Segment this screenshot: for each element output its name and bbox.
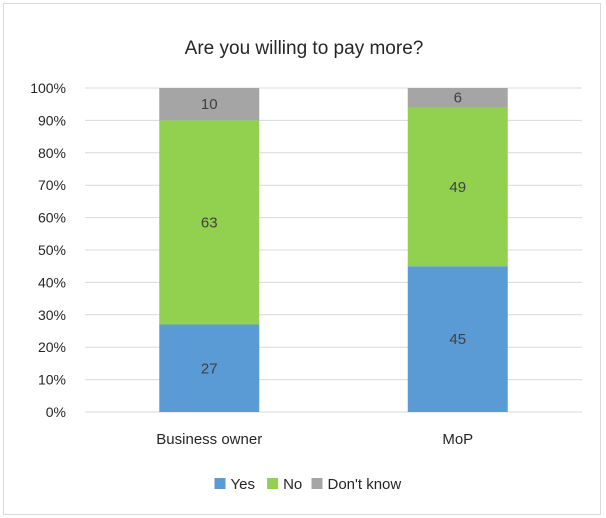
legend-item: Don't know [311, 476, 402, 493]
legend-label: Don't know [328, 476, 402, 493]
legend-item: Yes [214, 476, 255, 493]
chart-title: Are you willing to pay more? [185, 38, 424, 59]
bars [159, 88, 508, 412]
y-tick-label: 90% [38, 112, 66, 128]
legend: Yes No Don't know [214, 476, 402, 493]
data-label: 45 [449, 331, 466, 348]
legend-swatch [267, 478, 279, 489]
y-tick-label: 40% [38, 274, 66, 290]
legend-swatch [311, 478, 323, 489]
legend-label: No [283, 476, 302, 493]
bar-segment-yes [407, 266, 508, 412]
legend-item: No [267, 476, 302, 493]
data-label: 49 [449, 179, 466, 196]
y-axis-ticks: 0% 10% 20% 30% 40% 50% 60% 70% 80% 90% 100% [30, 80, 66, 420]
bar-segment-don-t-know [159, 88, 260, 121]
y-tick-label: 20% [38, 339, 66, 355]
y-tick-label: 50% [38, 242, 66, 258]
category-label: MoP [442, 431, 473, 448]
data-label: 6 [454, 90, 462, 107]
legend-swatch [214, 478, 226, 489]
legend-label: Yes [231, 476, 255, 493]
x-axis-categories: Business owner MoP [156, 431, 473, 448]
bar-segment-don-t-know [407, 88, 508, 108]
y-tick-label: 30% [38, 307, 66, 323]
y-tick-label: 60% [38, 210, 66, 226]
data-labels: 27 63 10 45 49 6 [201, 90, 466, 378]
data-label: 10 [201, 96, 218, 113]
data-label: 63 [201, 214, 218, 231]
y-tick-label: 70% [38, 177, 66, 193]
bar-segment-yes [159, 324, 260, 412]
bar-segment-no [159, 120, 260, 325]
bar-segment-no [407, 107, 508, 267]
y-tick-label: 80% [38, 145, 66, 161]
y-tick-label: 10% [38, 372, 66, 388]
y-tick-label: 100% [30, 80, 66, 96]
data-label: 27 [201, 360, 218, 377]
category-label: Business owner [156, 431, 262, 448]
y-tick-label: 0% [46, 404, 66, 420]
